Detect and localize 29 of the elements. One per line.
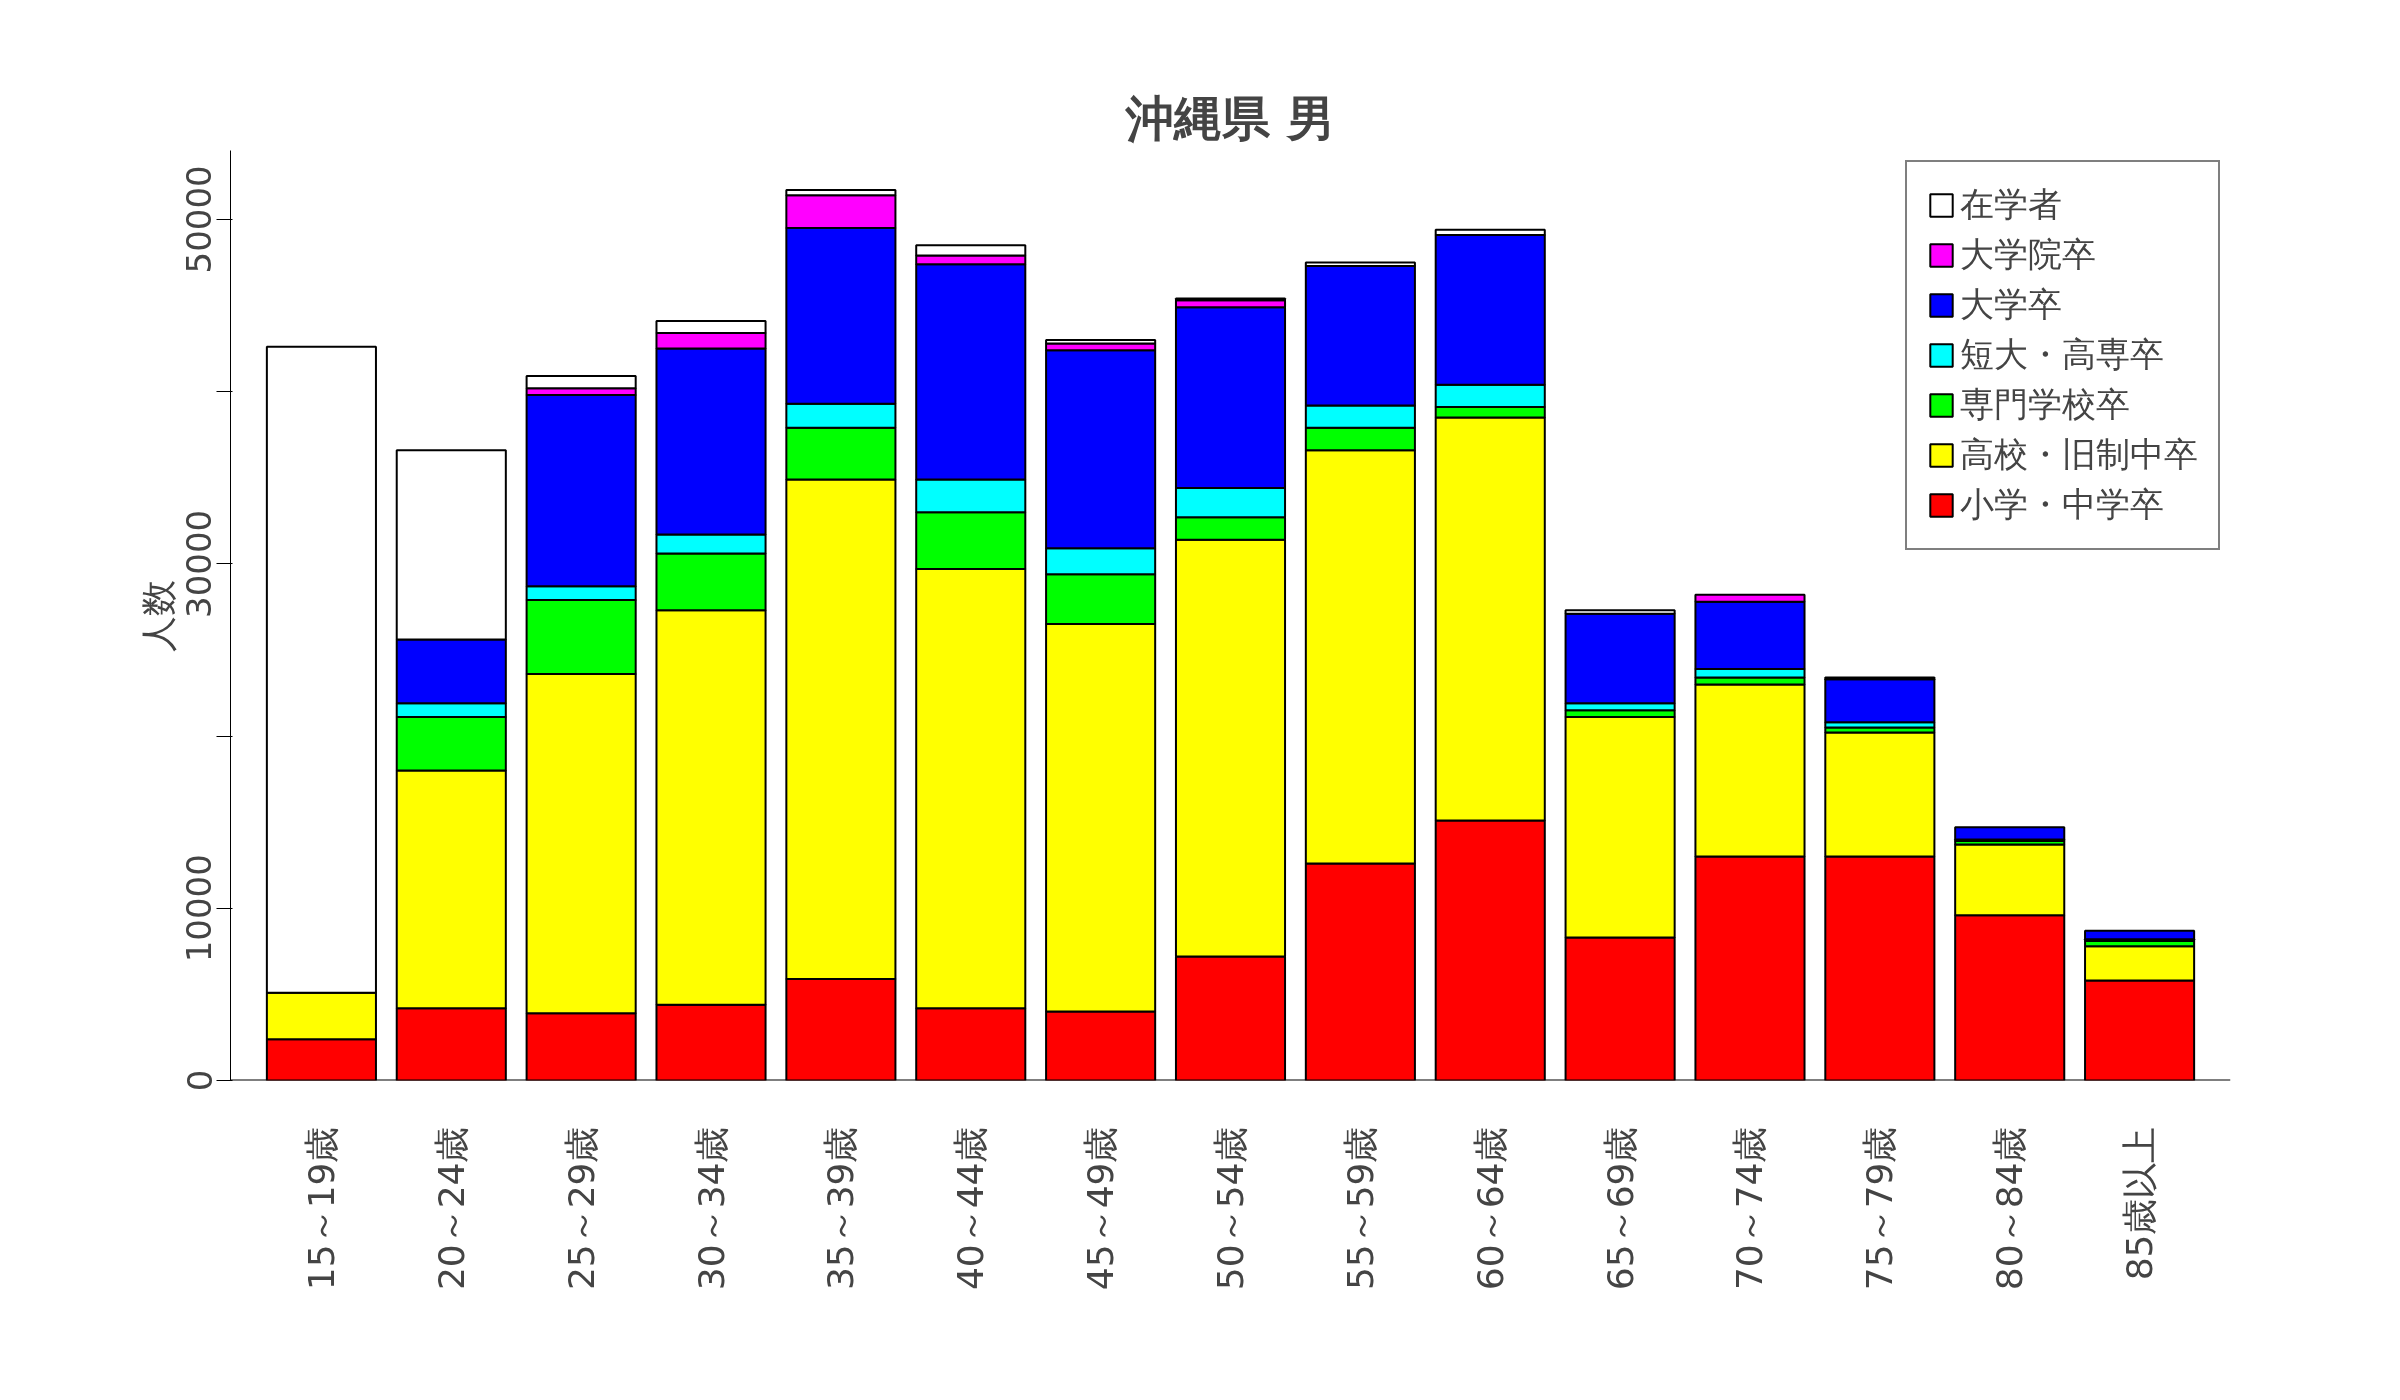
legend-label: 在学者 xyxy=(1960,183,2062,226)
x-tick-label: 45～49歳 xyxy=(1080,1126,1122,1291)
legend-label: 高校・旧制中卒 xyxy=(1960,433,2198,476)
legend-label: 小学・中学卒 xyxy=(1960,483,2164,526)
y-tick-label: 30000 xyxy=(179,509,220,618)
x-tick-label: 85歳以上 xyxy=(2119,1126,2161,1281)
x-tick-label: 50～54歳 xyxy=(1210,1126,1251,1291)
x-tick-label: 55～59歳 xyxy=(1339,1126,1381,1291)
y-tick-label: 10000 xyxy=(179,854,220,963)
x-tick-label: 35～39歳 xyxy=(820,1126,862,1291)
x-tick-label: 40～44歳 xyxy=(950,1126,992,1291)
y-tick-label: 0 xyxy=(179,1069,220,1092)
x-tick-label: 65～69歳 xyxy=(1599,1126,1641,1291)
chart-title: 沖縄県 男 xyxy=(1124,89,1335,146)
x-tick-label: 80～84歳 xyxy=(1989,1126,2031,1291)
y-axis-title: 人数 xyxy=(137,579,179,652)
legend-label: 専門学校卒 xyxy=(1960,383,2130,426)
x-tick-label: 15～19歳 xyxy=(300,1126,342,1291)
bar xyxy=(1824,678,1936,724)
x-tick-label: 30～34歳 xyxy=(690,1126,732,1291)
x-tick-label: 20～24歳 xyxy=(430,1126,472,1291)
x-tick-label: 70～74歳 xyxy=(1729,1126,1771,1291)
legend-label: 短大・高専卒 xyxy=(1960,333,2164,376)
x-tick-label: 25～29歳 xyxy=(560,1126,602,1291)
y-tick-label: 50000 xyxy=(179,165,220,274)
x-tick-label: 75～79歳 xyxy=(1859,1126,1901,1291)
legend-label: 大学卒 xyxy=(1960,283,2062,326)
legend-label: 大学院卒 xyxy=(1960,233,2096,276)
x-tick-label: 60～64歳 xyxy=(1469,1126,1511,1291)
